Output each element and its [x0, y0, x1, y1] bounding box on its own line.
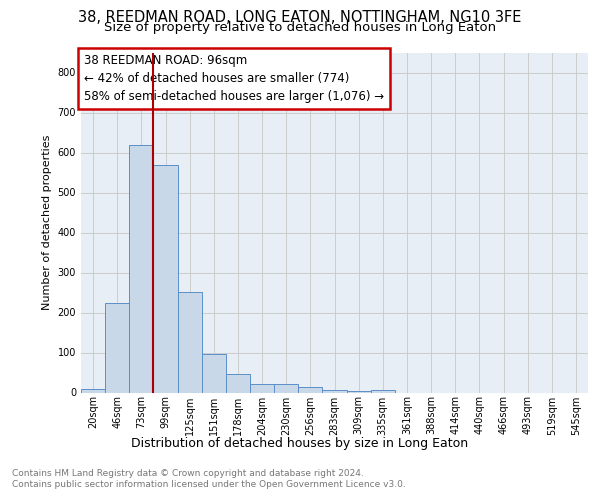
Bar: [202, 354, 226, 393]
Bar: [322, 390, 347, 392]
Y-axis label: Number of detached properties: Number of detached properties: [42, 135, 52, 310]
Bar: [250, 384, 274, 392]
Bar: [371, 390, 395, 392]
Bar: [154, 166, 178, 392]
Text: Contains public sector information licensed under the Open Government Licence v3: Contains public sector information licen…: [12, 480, 406, 489]
Bar: [347, 390, 371, 392]
Text: Size of property relative to detached houses in Long Eaton: Size of property relative to detached ho…: [104, 21, 496, 34]
Text: Contains HM Land Registry data © Crown copyright and database right 2024.: Contains HM Land Registry data © Crown c…: [12, 469, 364, 478]
Bar: [129, 146, 154, 392]
Text: Distribution of detached houses by size in Long Eaton: Distribution of detached houses by size …: [131, 438, 469, 450]
Text: 38, REEDMAN ROAD, LONG EATON, NOTTINGHAM, NG10 3FE: 38, REEDMAN ROAD, LONG EATON, NOTTINGHAM…: [79, 10, 521, 25]
Bar: [298, 387, 322, 392]
Bar: [274, 384, 298, 392]
Bar: [178, 292, 202, 392]
Bar: [105, 302, 129, 392]
Bar: [81, 388, 105, 392]
Text: 38 REEDMAN ROAD: 96sqm
← 42% of detached houses are smaller (774)
58% of semi-de: 38 REEDMAN ROAD: 96sqm ← 42% of detached…: [83, 54, 383, 103]
Bar: [226, 374, 250, 392]
